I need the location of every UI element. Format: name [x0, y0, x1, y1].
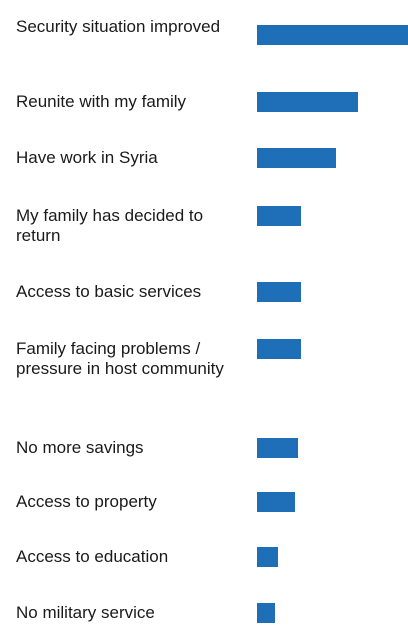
bar — [257, 25, 408, 45]
bar — [257, 438, 298, 458]
category-label: Access to education — [16, 547, 169, 566]
bar — [257, 603, 275, 623]
bar — [257, 492, 295, 512]
category-label: Family facing problems / pressure in hos… — [16, 339, 224, 378]
category-label: Access to basic services — [16, 282, 202, 301]
category-label: Reunite with my family — [16, 92, 187, 111]
category-label: Have work in Syria — [16, 148, 158, 167]
category-label: No military service — [16, 603, 155, 622]
bar — [257, 339, 301, 359]
bar — [257, 282, 301, 302]
bar — [257, 547, 278, 567]
bar — [257, 92, 358, 112]
bar — [257, 206, 301, 226]
category-label: My family has decided to return — [16, 206, 204, 245]
bar — [257, 148, 336, 168]
category-label: No more savings — [16, 438, 144, 457]
category-label: Access to property — [16, 492, 157, 511]
category-label: Security situation improved — [16, 17, 221, 36]
